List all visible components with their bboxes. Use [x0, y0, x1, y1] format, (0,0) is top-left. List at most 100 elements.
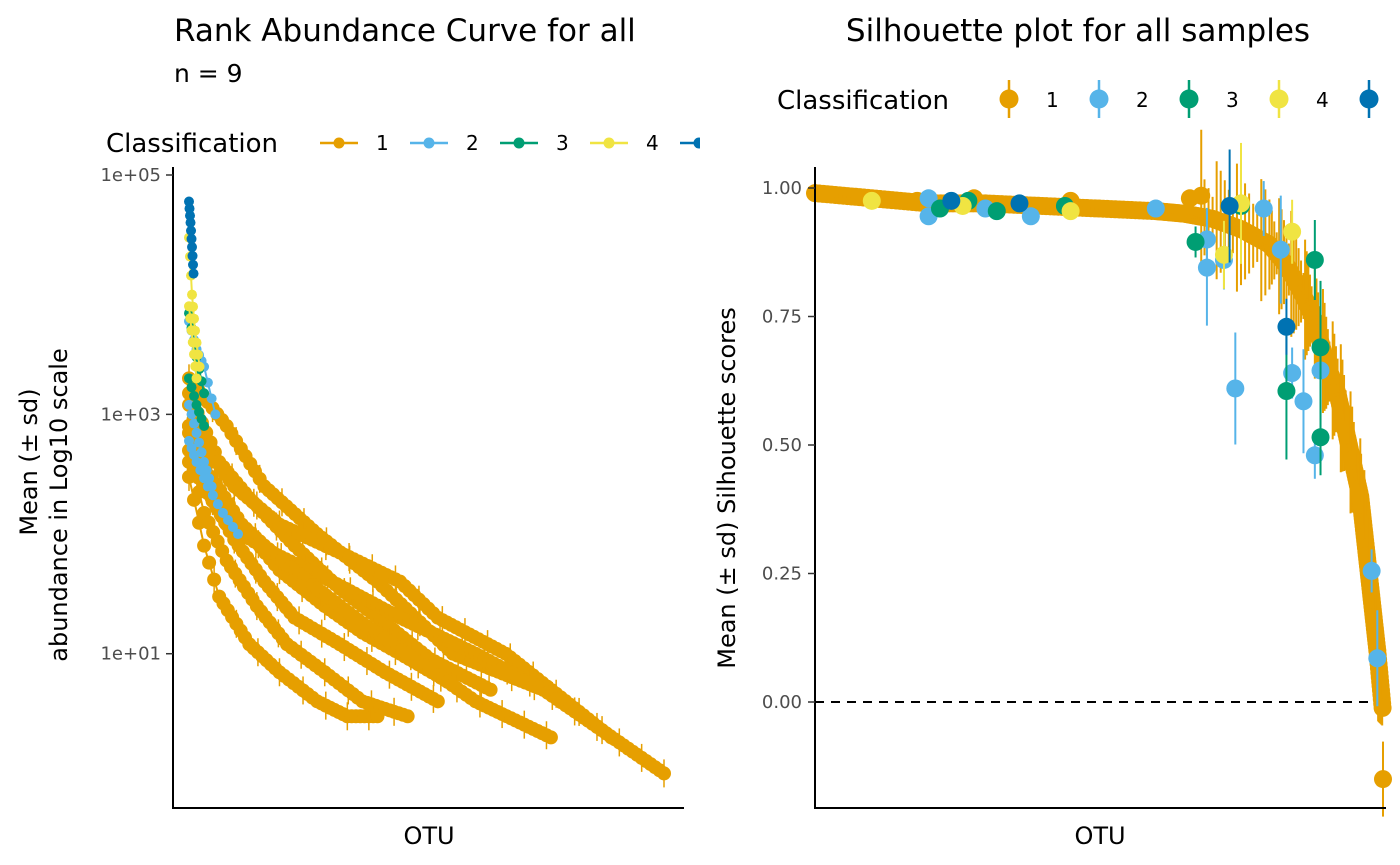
- left-data-point: [186, 325, 197, 336]
- right-y-tick-label: 0.50: [762, 435, 802, 456]
- left-legend-key-point: [423, 137, 435, 149]
- left-data-point: [199, 388, 210, 399]
- left-legend-key-point: [513, 137, 525, 149]
- right-chart-title: Silhouette plot for all samples: [846, 13, 1310, 49]
- left-data-point: [185, 313, 196, 324]
- right-legend-title: Classification: [777, 86, 949, 116]
- right-legend: Classification 1 2 3 4: [777, 80, 1379, 118]
- left-legend-label: 3: [556, 131, 569, 155]
- left-data-point: [189, 391, 200, 402]
- silhouette-point-class-2: [1368, 649, 1387, 668]
- left-data-point: [543, 730, 558, 745]
- left-data-point: [189, 349, 200, 360]
- right-y-tick-label: 0.00: [762, 692, 802, 713]
- silhouette-point-class-2: [1305, 446, 1324, 465]
- left-series-class-1: [182, 418, 558, 750]
- left-data-point: [185, 217, 196, 228]
- right-x-axis-title: OTU: [1074, 822, 1125, 850]
- right-legend-label: 1: [1046, 88, 1059, 112]
- left-data-point: [206, 393, 217, 404]
- silhouette-chart: Silhouette plot for all samples Classifi…: [713, 13, 1392, 850]
- silhouette-point-class-3: [1311, 428, 1330, 447]
- silhouette-point-class-5: [942, 191, 961, 210]
- right-y-tick-label: 0.75: [762, 307, 802, 328]
- right-legend-label: 3: [1226, 88, 1239, 112]
- right-y-tick-label: 1.00: [762, 178, 802, 199]
- right-y-tick-label: 0.25: [762, 564, 802, 585]
- left-data-point: [184, 373, 194, 384]
- left-data-point: [483, 682, 498, 697]
- left-data-point: [202, 555, 217, 570]
- right-legend-key-point: [1269, 89, 1289, 109]
- left-data-point: [430, 694, 445, 709]
- left-chart-subtitle: n = 9: [174, 59, 243, 88]
- left-data-point: [186, 382, 197, 393]
- left-data-point: [186, 225, 197, 236]
- left-legend-label: 2: [466, 131, 479, 155]
- left-legend-title: Classification: [106, 129, 278, 159]
- left-series-class-1: [182, 436, 415, 726]
- left-data-point: [204, 473, 215, 484]
- silhouette-point-class-3: [1277, 382, 1296, 401]
- left-y-tick-label: 1e+03: [100, 404, 161, 425]
- silhouette-point-class-2: [1294, 392, 1313, 411]
- right-legend-label: 2: [1136, 88, 1149, 112]
- left-data-point: [187, 289, 198, 300]
- left-data-point: [657, 766, 671, 781]
- left-data-point: [222, 514, 233, 525]
- left-data-point: [207, 490, 218, 501]
- left-x-axis-title: OTU: [403, 822, 454, 850]
- left-data-point: [191, 456, 202, 467]
- silhouette-point-class-3: [1305, 250, 1324, 269]
- left-y-tick-label: 1e+01: [100, 644, 161, 665]
- silhouette-point-class-2: [1362, 561, 1381, 580]
- silhouette-point-class-2: [1197, 258, 1216, 277]
- silhouette-point-class-2: [1146, 199, 1165, 218]
- left-data-point: [187, 337, 198, 348]
- left-legend: Classification 1 2 3 4: [106, 129, 700, 159]
- left-data-point: [233, 529, 244, 540]
- left-legend-label: 4: [646, 131, 659, 155]
- silhouette-point-class-4: [1283, 222, 1302, 241]
- left-data-point: [199, 456, 210, 467]
- silhouette-point-class-5: [1220, 196, 1239, 215]
- left-data-point: [201, 465, 212, 476]
- silhouette-point-class-1: [1373, 698, 1392, 717]
- left-data-point: [186, 409, 197, 420]
- left-series-class-2: [184, 399, 217, 492]
- left-series-class-1: [182, 411, 619, 745]
- left-legend-key-point: [603, 137, 615, 149]
- right-legend-key-point: [1359, 89, 1379, 109]
- silhouette-point-class-2: [1254, 199, 1273, 218]
- silhouette-point-class-2: [1226, 379, 1245, 398]
- right-legend-key-point: [1179, 89, 1199, 109]
- left-y-tick-label: 1e+05: [100, 165, 161, 186]
- left-data-point: [217, 507, 228, 518]
- silhouette-point-class-1: [1192, 186, 1211, 205]
- left-data-point: [189, 418, 200, 429]
- left-data-point: [187, 250, 198, 261]
- left-series-class-3: [184, 373, 210, 431]
- left-data-point: [191, 427, 202, 438]
- left-data-point: [197, 538, 212, 553]
- left-data-point: [184, 399, 194, 410]
- left-data-point: [188, 268, 199, 279]
- left-series-class-4: [184, 301, 202, 384]
- left-data-point: [191, 373, 202, 384]
- left-legend-key-point: [333, 137, 345, 149]
- left-data-point: [188, 259, 199, 270]
- left-data-point: [190, 361, 201, 372]
- left-legend-label: 1: [376, 131, 389, 155]
- left-chart-title: Rank Abundance Curve for all: [174, 13, 636, 49]
- left-data-point: [206, 481, 217, 492]
- silhouette-point-class-5: [1277, 317, 1296, 336]
- left-series-class-1: [182, 462, 385, 731]
- left-data-point: [184, 301, 194, 312]
- right-plot-area: [806, 129, 1392, 817]
- silhouette-point-class-3: [987, 202, 1006, 221]
- silhouette-point-class-4: [1061, 202, 1080, 221]
- left-data-point: [194, 437, 205, 448]
- left-data-point: [210, 409, 221, 420]
- silhouette-point-class-2: [1271, 240, 1290, 259]
